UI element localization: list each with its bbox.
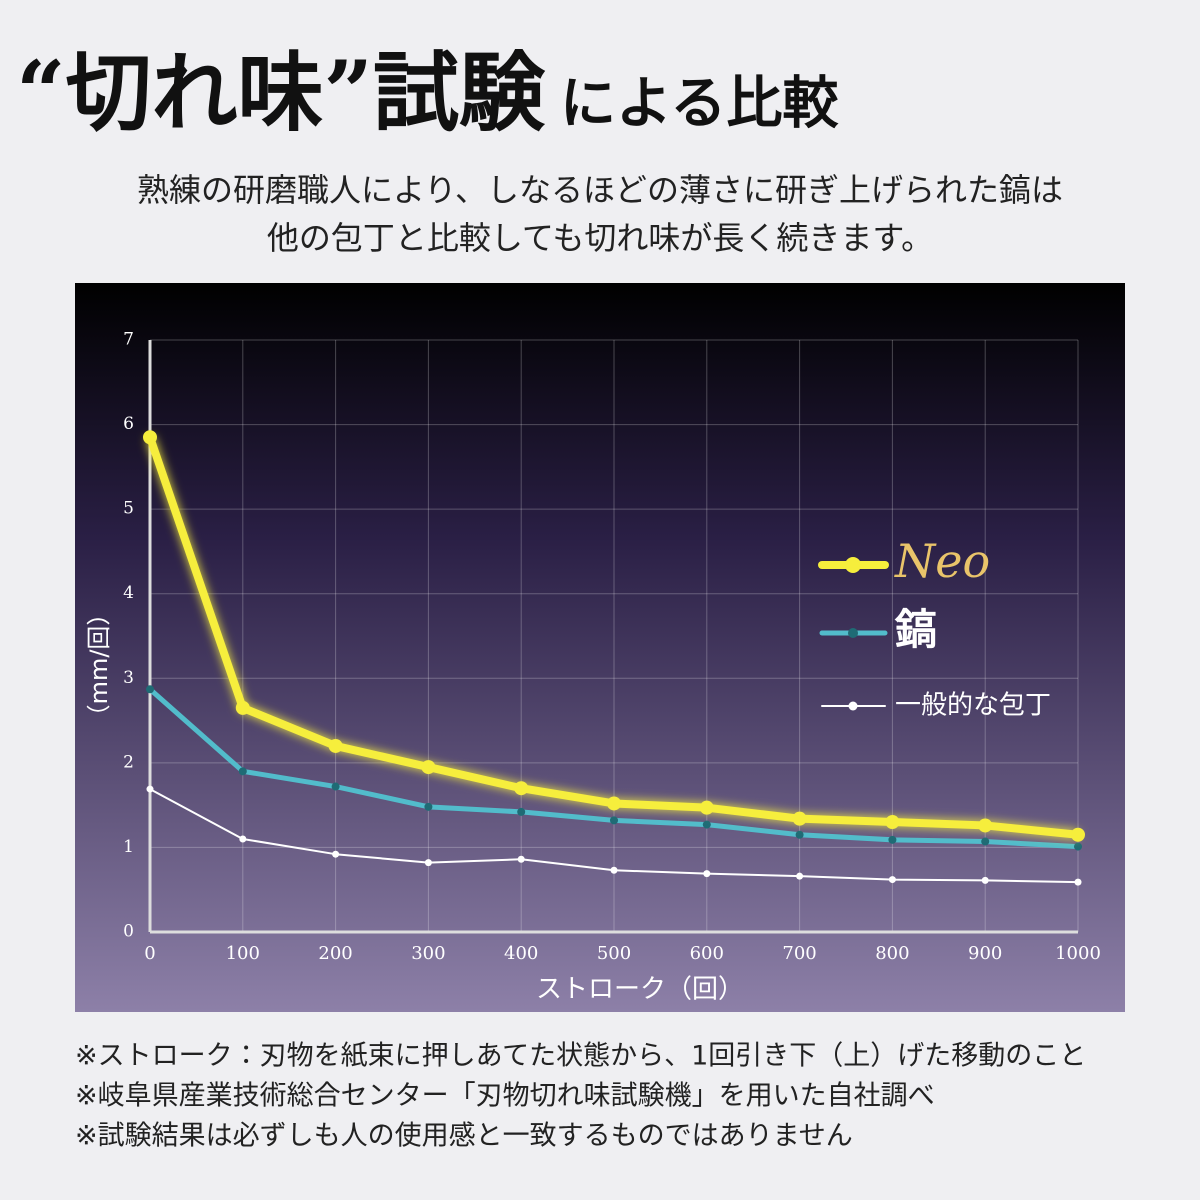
- title-sub: による比較: [560, 71, 839, 137]
- data-point: [328, 738, 343, 753]
- y-tick-label: 3: [123, 668, 134, 688]
- data-point: [514, 781, 529, 796]
- data-point: [235, 700, 250, 715]
- y-axis-label: （mm/回）: [85, 602, 113, 729]
- data-point: [981, 876, 989, 884]
- x-tick-label: 100: [226, 943, 260, 964]
- data-point: [610, 816, 618, 825]
- data-point: [424, 802, 433, 811]
- data-point: [1074, 878, 1082, 886]
- data-point: [146, 785, 154, 793]
- x-tick-label: 0: [144, 943, 155, 964]
- legend-label: 鎬: [894, 605, 937, 654]
- data-point: [238, 767, 247, 776]
- data-point: [978, 818, 993, 833]
- data-point: [607, 796, 621, 811]
- data-point: [792, 811, 807, 826]
- x-tick-label: 500: [597, 943, 631, 964]
- data-point: [703, 870, 711, 878]
- legend-dot: [848, 628, 858, 638]
- plot: 0 1 2 3 4 5 6 7 0 100 200 300 400 500 600 700 800 900 1000…: [85, 330, 1101, 1005]
- x-tick-label: 800: [875, 943, 909, 964]
- footnote: ※試験結果は必ずしも人の使用感と一致するものではありません: [75, 1121, 853, 1152]
- chart-panel: [75, 283, 1125, 1012]
- legend-dot: [845, 557, 861, 573]
- data-point: [795, 830, 804, 839]
- x-tick-label: 400: [504, 943, 538, 964]
- x-tick-label: 200: [318, 943, 352, 964]
- subtitle-line: 他の包丁と比較しても切れ味が長く続きます。: [267, 219, 933, 257]
- y-tick-label: 4: [123, 583, 134, 603]
- y-tick-label: 2: [123, 752, 134, 772]
- legend-label: 一般的な包丁: [895, 691, 1051, 721]
- y-tick-label: 5: [123, 499, 134, 519]
- data-point: [981, 837, 990, 846]
- x-tick-label: 600: [690, 943, 724, 964]
- legend-label: Neo: [894, 534, 990, 588]
- data-point: [888, 876, 896, 884]
- y-tick-label: 0: [123, 922, 134, 942]
- x-tick-label: 900: [968, 943, 1002, 964]
- data-point: [146, 685, 154, 694]
- data-point: [421, 760, 436, 775]
- data-point: [332, 850, 340, 858]
- subtitle-line: 熟練の研磨職人により、しなるほどの薄さに研ぎ上げられた鎬は: [137, 171, 1063, 209]
- data-point: [239, 835, 247, 843]
- x-tick-label: 300: [411, 943, 445, 964]
- data-point: [517, 807, 526, 816]
- legend-dot: [848, 701, 858, 711]
- footnote: ※岐阜県産業技術総合センター「刃物切れ味試験機」を用いた自社調べ: [75, 1081, 935, 1112]
- y-tick-label: 1: [123, 837, 134, 857]
- data-point: [796, 872, 804, 880]
- data-point: [702, 820, 711, 829]
- y-tick-label: 7: [123, 330, 134, 350]
- data-point: [885, 815, 900, 830]
- data-point: [610, 866, 618, 874]
- title-main: “切れ味”試験: [16, 43, 546, 144]
- data-point: [517, 855, 525, 863]
- data-point: [1074, 842, 1082, 851]
- data-point: [699, 800, 714, 815]
- x-tick-label: 1000: [1055, 943, 1101, 964]
- y-tick-label: 6: [123, 414, 134, 434]
- footnote: ※ストローク：刃物を紙束に押しあてた状態から、1回引き下（上）げた移動のこと: [75, 1041, 1086, 1072]
- x-axis-label: ストローク（回）: [536, 975, 744, 1005]
- data-point: [331, 782, 340, 791]
- x-tick-label: 700: [782, 943, 816, 964]
- data-point: [424, 859, 432, 867]
- data-point: [888, 835, 897, 844]
- data-point: [143, 430, 157, 445]
- data-point: [1071, 827, 1085, 842]
